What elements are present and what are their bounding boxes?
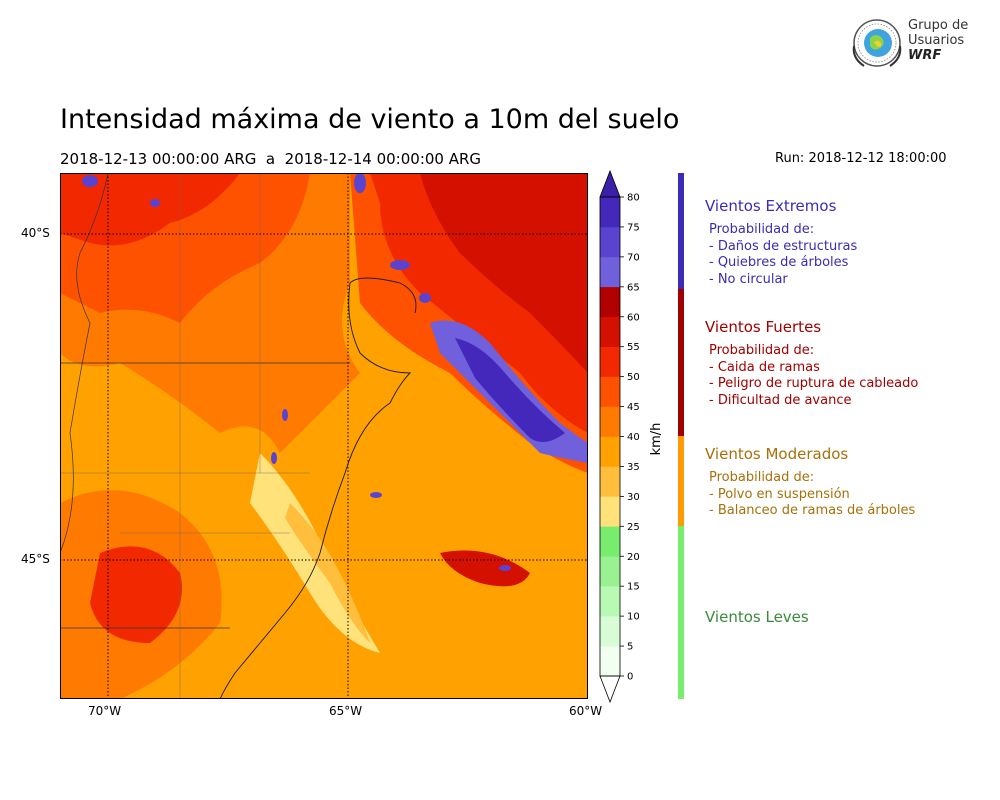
colorbar-swatch [600, 466, 620, 497]
wind-spot [499, 565, 511, 571]
colorbar-under-arrow [599, 675, 621, 704]
forecast-period: 2018-12-13 00:00:00 ARG a 2018-12-14 00:… [60, 150, 482, 168]
wind-spot [354, 173, 366, 193]
wind-spot [282, 409, 288, 421]
colorbar-unit-label: km/h [649, 423, 664, 456]
colorbar-tick-label: 10 [627, 612, 640, 623]
wind-spot [150, 199, 160, 207]
lat-tick-40s: 40°S [21, 226, 50, 240]
category-item: - No circular [709, 271, 788, 287]
colorbar-swatch [600, 226, 620, 258]
colorbar-swatch [600, 286, 620, 318]
category-extreme: Vientos Extremos Probabilidad de: - Daño… [705, 197, 995, 288]
category-color-bar [678, 173, 684, 289]
lon-tick-65w: 65°W [329, 704, 363, 718]
colorbar-swatch [600, 346, 620, 377]
category-description: Probabilidad de: - Daños de estructuras … [709, 222, 995, 288]
category-heading: Probabilidad de: [709, 222, 815, 237]
colorbar-swatch [600, 646, 620, 677]
colorbar-tick-label: 80 [627, 193, 640, 204]
colorbar-swatch [600, 376, 620, 407]
colorbar-tick-label: 65 [627, 282, 640, 293]
lon-tick-70w: 70°W [88, 704, 122, 718]
category-title: Vientos Fuertes [705, 318, 822, 336]
wind-intensity-map [60, 173, 588, 699]
colorbar-tick-label: 40 [627, 432, 640, 443]
category-item: - Peligro de ruptura de cableado [709, 376, 919, 391]
coastline [219, 282, 412, 699]
category-description: Probabilidad de: - Caida de ramas - Peli… [709, 343, 995, 409]
lon-tick-60w: 60°W [569, 704, 603, 718]
country-border [60, 173, 109, 554]
colorbar-swatch [600, 316, 620, 347]
category-color-bar [678, 526, 684, 699]
colorbar-tick-label: 20 [627, 552, 640, 563]
wind-region-50kmh-south [90, 546, 182, 643]
category-title: Vientos Moderados [705, 445, 849, 463]
wind-spot [419, 293, 431, 303]
colorbar-swatch [600, 586, 620, 617]
colorbar-tick-label: 5 [627, 642, 633, 653]
logo-line-3: WRF [908, 48, 942, 63]
category-light: Vientos Leves [705, 608, 995, 626]
wind-spot [271, 452, 277, 464]
category-heading: Probabilidad de: [709, 343, 815, 358]
category-item: - Quiebres de árboles [709, 255, 849, 270]
category-item: - Caida de ramas [709, 359, 820, 375]
colorbar-tick-label: 70 [627, 252, 640, 263]
wind-spot [82, 175, 98, 187]
colorbar-swatch [600, 197, 620, 228]
globe-seal-icon [852, 19, 902, 67]
category-description: Probabilidad de: - Polvo en suspensión -… [709, 470, 995, 520]
grupo-usuarios-wrf-logo: Grupo de Usuarios WRF [848, 16, 973, 72]
wind-spot [390, 260, 410, 270]
colorbar-tick-label: 45 [627, 402, 640, 413]
wind-region-30kmh [285, 503, 370, 643]
logo-line-1: Grupo de [908, 18, 969, 33]
wind-region-55kmh-east [420, 173, 588, 373]
category-item: - Daños de estructuras [709, 238, 858, 254]
colorbar-swatch [600, 616, 620, 647]
category-color-bar [678, 436, 684, 526]
colorbar-tick-label: 30 [627, 492, 640, 503]
category-item: - Dificultad de avance [709, 392, 852, 408]
colorbar-swatch [600, 526, 620, 557]
colorbar-swatch [600, 556, 620, 587]
run-timestamp: Run: 2018-12-12 18:00:00 [775, 151, 947, 166]
category-strong: Vientos Fuertes Probabilidad de: - Caida… [705, 318, 995, 409]
colorbar-swatch [600, 436, 620, 467]
lat-tick-45s: 45°S [21, 552, 50, 566]
colorbar-tick-label: 55 [627, 342, 640, 353]
colorbar-swatch [600, 496, 620, 527]
colorbar-tick-label: 0 [627, 672, 633, 683]
colorbar-tick-label: 35 [627, 462, 640, 473]
map-frame [60, 173, 588, 699]
category-color-bar [678, 289, 684, 436]
colorbar-tick-label: 15 [627, 582, 640, 593]
wind-spot [370, 492, 382, 498]
colorbar-tick-label: 25 [627, 522, 640, 533]
category-moderate: Vientos Moderados Probabilidad de: - Pol… [705, 445, 995, 520]
wind-streak-south [440, 550, 530, 587]
logo-line-2: Usuarios [908, 33, 965, 48]
wind-region-extreme-core [455, 338, 565, 442]
category-item: - Polvo en suspensión [709, 486, 850, 502]
colorbar-tick-label: 50 [627, 372, 640, 383]
wind-region-50kmh [60, 173, 240, 246]
colorbar-swatch [600, 406, 620, 437]
coastline-gulf [349, 277, 417, 314]
colorbar-tick-label: 75 [627, 222, 640, 233]
colorbar-swatch [600, 256, 620, 288]
category-title: Vientos Extremos [705, 197, 837, 215]
category-heading: Probabilidad de: [709, 470, 815, 485]
category-title: Vientos Leves [705, 608, 809, 626]
colorbar-over-arrow [599, 169, 621, 198]
map-title: Intensidad máxima de viento a 10m del su… [60, 104, 680, 135]
category-item: - Balanceo de ramas de árboles [709, 503, 916, 518]
colorbar-tick-label: 60 [627, 312, 640, 323]
